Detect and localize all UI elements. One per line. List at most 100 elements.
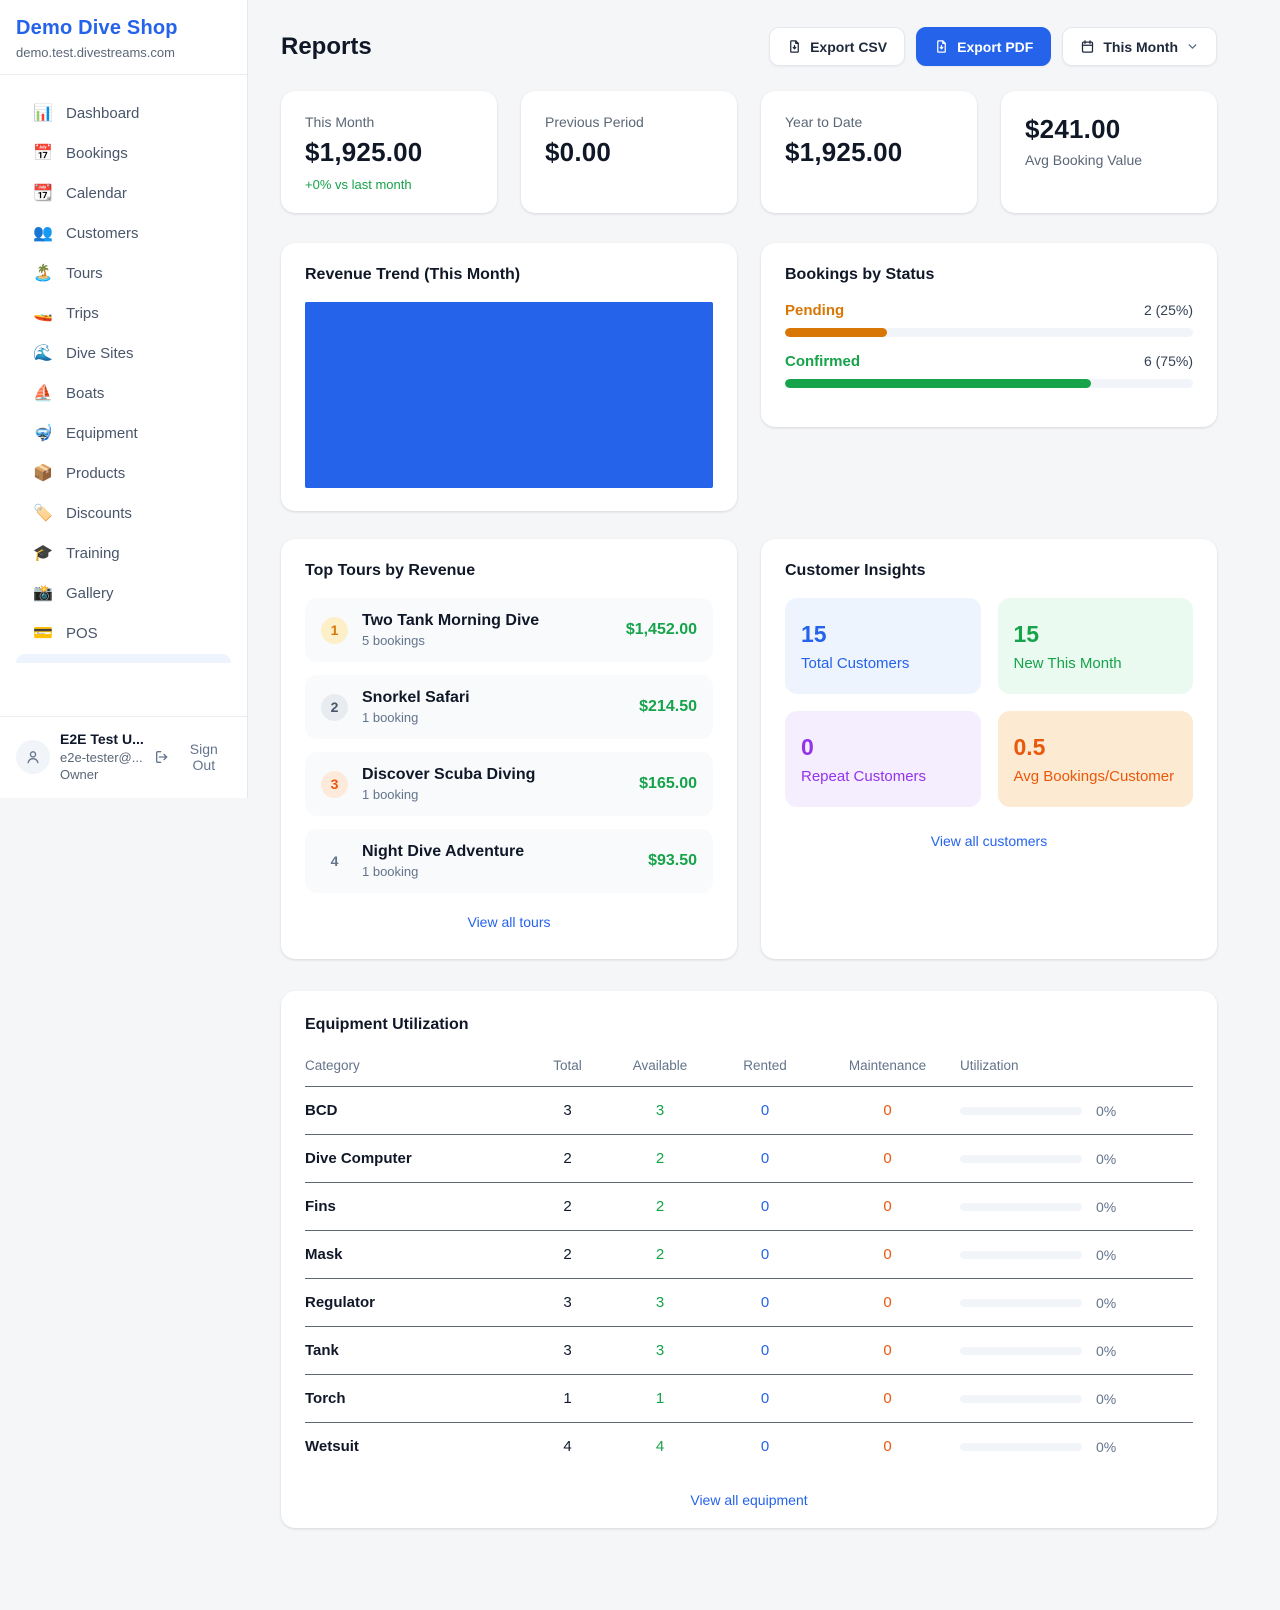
tour-bookings: 1 booking — [362, 864, 419, 879]
equipment-rented: 0 — [760, 1294, 770, 1311]
brand: Demo Dive Shop demo.test.divestreams.com — [0, 0, 247, 75]
stat-card-year-to-date: Year to Date $1,925.00 — [761, 91, 977, 213]
calendar-icon: 📆 — [33, 185, 53, 202]
sidebar-item-reports-partial[interactable] — [16, 654, 231, 663]
equipment-available: 1 — [655, 1390, 665, 1407]
sidebar-item-boats[interactable]: ⛵ Boats — [16, 373, 231, 413]
equipment-rented: 0 — [760, 1342, 770, 1359]
column-header: Maintenance — [848, 1058, 927, 1073]
status-row-pending: Pending 2 (25%) — [785, 302, 1193, 337]
equipment-category: Dive Computer — [305, 1150, 412, 1167]
table-header: Category Total Available Rented Maintena… — [305, 1052, 1193, 1087]
panel-title: Bookings by Status — [785, 266, 935, 283]
user-role: Owner — [60, 767, 99, 783]
equipment-maintenance: 0 — [883, 1246, 892, 1263]
stat-value: $1,925.00 — [305, 137, 423, 167]
sidebar-item-label: Boats — [66, 384, 105, 402]
insight-label: Avg Bookings/Customer — [1013, 768, 1175, 785]
equipment-available: 2 — [655, 1246, 665, 1263]
equipment-rented: 0 — [760, 1246, 770, 1263]
export-csv-button[interactable]: Export CSV — [769, 27, 906, 66]
sidebar-item-label: Tours — [66, 264, 103, 282]
sidebar-item-customers[interactable]: 👥 Customers — [16, 213, 231, 253]
equipment-rented: 0 — [760, 1102, 770, 1119]
sidebar-item-label: Equipment — [66, 424, 138, 442]
sidebar-item-pos[interactable]: 💳 POS — [16, 613, 231, 653]
equipment-category: Wetsuit — [305, 1438, 359, 1455]
utilization-bar — [960, 1394, 1082, 1403]
sidebar-item-calendar[interactable]: 📆 Calendar — [16, 173, 231, 213]
equipment-maintenance: 0 — [883, 1198, 892, 1215]
table-row: Torch 1 1 0 0 0% — [305, 1375, 1193, 1423]
insight-label: Total Customers — [801, 655, 910, 672]
stat-card-avg-booking-value: $241.00 Avg Booking Value — [1001, 91, 1217, 213]
equipment-category: Torch — [305, 1390, 346, 1407]
top-tours-panel: Top Tours by Revenue 1 Two Tank Morning … — [281, 539, 737, 959]
sidebar-item-label: POS — [66, 624, 98, 642]
sidebar-item-gallery[interactable]: 📸 Gallery — [16, 573, 231, 613]
utilization-percent: 0% — [1096, 1390, 1117, 1407]
sidebar-item-equipment[interactable]: 🤿 Equipment — [16, 413, 231, 453]
status-count: 2 (25%) — [1143, 302, 1193, 318]
brand-domain: demo.test.divestreams.com — [16, 45, 175, 60]
equipment-category: Fins — [305, 1198, 336, 1215]
list-item: 2 Snorkel Safari 1 booking $214.50 — [305, 675, 713, 739]
sidebar-item-label: Gallery — [66, 584, 114, 602]
view-all-tours-link[interactable]: View all tours — [467, 914, 551, 930]
sidebar-item-training[interactable]: 🎓 Training — [16, 533, 231, 573]
equipment-category: BCD — [305, 1102, 338, 1119]
column-header: Total — [553, 1058, 582, 1073]
equipment-total: 4 — [563, 1438, 572, 1455]
equipment-utilization-panel: Equipment Utilization Category Total Ava… — [281, 991, 1217, 1528]
utilization-bar — [960, 1106, 1082, 1115]
view-all-customers-link[interactable]: View all customers — [930, 833, 1048, 849]
utilization-percent: 0% — [1096, 1150, 1117, 1167]
dashboard-icon: 📊 — [33, 105, 53, 122]
equipment-maintenance: 0 — [883, 1390, 892, 1407]
sidebar-item-label: Calendar — [66, 184, 127, 202]
sidebar-item-products[interactable]: 📦 Products — [16, 453, 231, 493]
sidebar-item-dive-sites[interactable]: 🌊 Dive Sites — [16, 333, 231, 373]
period-dropdown[interactable]: This Month — [1062, 27, 1217, 66]
equipment-total: 3 — [563, 1342, 572, 1359]
insight-tile-repeat-customers: 0 Repeat Customers — [785, 711, 981, 807]
utilization-percent: 0% — [1096, 1342, 1117, 1359]
table-row: Wetsuit 4 4 0 0 0% — [305, 1423, 1193, 1470]
equipment-total: 3 — [563, 1102, 572, 1119]
tour-name: Night Dive Adventure — [362, 843, 525, 860]
file-download-icon — [790, 40, 799, 53]
list-item: 3 Discover Scuba Diving 1 booking $165.0… — [305, 752, 713, 816]
utilization-bar — [960, 1202, 1082, 1211]
sidebar-item-discounts[interactable]: 🏷️ Discounts — [16, 493, 231, 533]
sidebar-item-trips[interactable]: 🚤 Trips — [16, 293, 231, 333]
insight-label: New This Month — [1013, 655, 1122, 672]
stat-label: Year to Date — [785, 114, 863, 130]
panel-title: Equipment Utilization — [305, 1016, 469, 1033]
equipment-total: 2 — [563, 1198, 572, 1215]
utilization-bar — [960, 1154, 1082, 1163]
table-row: Fins 2 2 0 0 0% — [305, 1183, 1193, 1231]
sidebar-item-bookings[interactable]: 📅 Bookings — [16, 133, 231, 173]
bookings-by-status-panel: Bookings by Status Pending 2 (25%) Confi… — [761, 243, 1217, 427]
table-row: Mask 2 2 0 0 0% — [305, 1231, 1193, 1279]
tour-amount: $1,452.00 — [625, 621, 697, 638]
equipment-rented: 0 — [760, 1150, 770, 1167]
sidebar-item-label: Dive Sites — [66, 344, 134, 362]
sidebar-item-dashboard[interactable]: 📊 Dashboard — [16, 93, 231, 133]
table-row: Dive Computer 2 2 0 0 0% — [305, 1135, 1193, 1183]
insight-tile-new-this-month: 15 New This Month — [997, 598, 1193, 694]
period-label: This Month — [1103, 38, 1178, 55]
sign-out-button[interactable]: Sign Out — [154, 741, 231, 773]
sidebar-item-tours[interactable]: 🏝️ Tours — [16, 253, 231, 293]
customer-insights-panel: Customer Insights 15 Total Customers 15 … — [761, 539, 1217, 959]
page-title: Reports — [281, 32, 372, 60]
tour-amount: $165.00 — [639, 775, 697, 792]
export-pdf-button[interactable]: Export PDF — [916, 27, 1052, 66]
utilization-percent: 0% — [1096, 1294, 1117, 1311]
equipment-icon: 🤿 — [33, 425, 53, 442]
status-row-confirmed: Confirmed 6 (75%) — [785, 353, 1193, 388]
stat-value: $1,925.00 — [785, 137, 903, 167]
equipment-total: 2 — [563, 1246, 572, 1263]
view-all-equipment-link[interactable]: View all equipment — [690, 1492, 808, 1508]
tour-bookings: 1 booking — [362, 787, 419, 802]
